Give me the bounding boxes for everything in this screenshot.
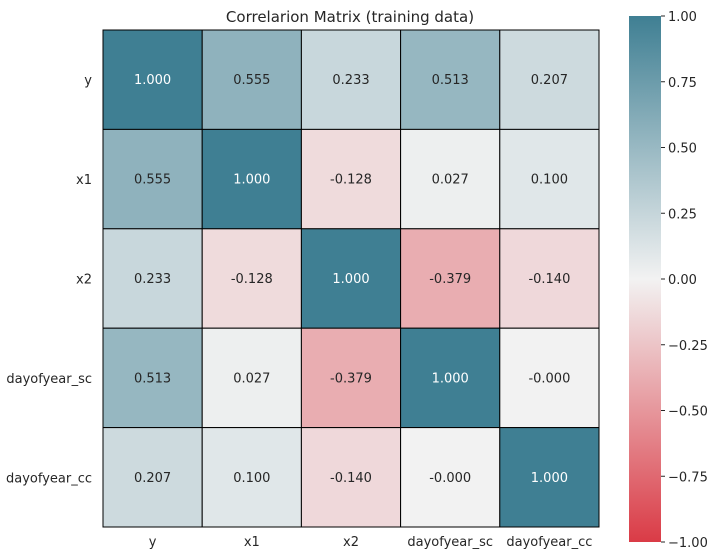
cell-value-label: 0.027: [432, 173, 469, 188]
heatmap-cell: [499, 427, 600, 528]
colorbar-gradient: [629, 16, 661, 542]
heatmap-cell: [201, 427, 302, 528]
cell-value-label: 0.100: [531, 173, 568, 188]
cell-value-label: 0.207: [531, 73, 568, 88]
cell-value-label: 0.233: [332, 73, 369, 88]
cell-value-label: -0.000: [429, 471, 471, 486]
colorbar-tick-label: 0.50: [668, 142, 697, 157]
heatmap-cell: [499, 327, 600, 429]
row-tick-label: y: [84, 74, 92, 89]
row-tick-label: x2: [76, 273, 92, 288]
column-tick-label: x1: [244, 535, 260, 550]
chart-title: Correlarion Matrix (training data): [226, 8, 474, 26]
cell-value-label: 1.000: [233, 173, 270, 188]
cell-value-label: 0.027: [233, 371, 270, 386]
cell-value-label: 0.513: [432, 73, 469, 88]
colorbar-tick-label: 0.75: [668, 76, 697, 91]
heatmap-cell: [499, 29, 600, 130]
cell-value-label: 0.100: [233, 471, 270, 486]
column-tick-label: dayofyear_cc: [506, 535, 592, 550]
heatmap-cell: [201, 327, 302, 429]
cell-value-label: 1.000: [432, 371, 469, 386]
colorbar-tick-label: 1.00: [668, 10, 697, 25]
colorbar-ticks: 1.00 0.75 0.50 0.25 0.00 −0.25 −0.50 −0.75 −1.00: [661, 10, 708, 551]
cell-value-label: -0.379: [330, 371, 372, 386]
row-tick-label: dayofyear_cc: [6, 471, 92, 486]
colorbar-tick-label: 0.25: [668, 207, 697, 222]
cell-value-label: 0.513: [134, 371, 171, 386]
cell-value-label: -0.000: [528, 371, 570, 386]
cell-value-label: 0.555: [134, 173, 171, 188]
heatmap-cell: [300, 427, 402, 528]
cell-value-label: -0.379: [429, 272, 471, 287]
colorbar-tick-label: −1.00: [668, 536, 708, 551]
row-tick-label: x1: [76, 173, 92, 188]
heatmap-cell: [102, 427, 203, 528]
heatmap-cells: 1.000 0.555 0.233 0.513 0.207 0.555 1.000 -0.12…: [102, 29, 600, 528]
colorbar-tick-label: −0.75: [668, 470, 708, 485]
heatmap-cell: [102, 29, 203, 130]
heatmap-cell: [201, 228, 302, 329]
cell-value-label: 1.000: [531, 471, 568, 486]
colorbar-tick-label: −0.50: [668, 405, 708, 420]
cell-value-label: 0.233: [134, 272, 171, 287]
column-labels: y x1 x2 dayofyear_sc dayofyear_cc: [149, 535, 593, 550]
cell-value-label: -0.140: [330, 471, 372, 486]
heatmap-cell: [102, 128, 203, 230]
heatmap-cell: [300, 327, 402, 429]
heatmap-cell: [499, 128, 600, 230]
cell-value-label: 0.207: [134, 471, 171, 486]
heatmap-cell: [499, 228, 600, 329]
cell-value-label: -0.140: [528, 272, 570, 287]
heatmap-cell: [400, 228, 501, 329]
cell-value-label: -0.128: [231, 272, 273, 287]
heatmap-cell: [300, 228, 402, 329]
column-tick-label: dayofyear_sc: [407, 535, 493, 550]
colorbar-tick-label: 0.00: [668, 273, 697, 288]
heatmap-cell: [201, 29, 302, 130]
row-tick-label: dayofyear_sc: [6, 372, 92, 387]
column-tick-label: y: [149, 535, 157, 550]
cell-value-label: 1.000: [332, 272, 369, 287]
heatmap-cell: [400, 29, 501, 130]
colorbar-tick-label: −0.25: [668, 339, 708, 354]
cell-value-label: 0.555: [233, 73, 270, 88]
heatmap-cell: [300, 128, 402, 230]
heatmap-cell: [102, 327, 203, 429]
cell-value-label: -0.128: [330, 173, 372, 188]
colorbar: [629, 16, 661, 542]
row-labels: y x1 x2 dayofyear_sc dayofyear_cc: [6, 74, 92, 487]
cell-value-label: 1.000: [134, 73, 171, 88]
heatmap-cell: [300, 29, 402, 130]
column-tick-label: x2: [343, 535, 359, 550]
heatmap-cell: [400, 327, 501, 429]
